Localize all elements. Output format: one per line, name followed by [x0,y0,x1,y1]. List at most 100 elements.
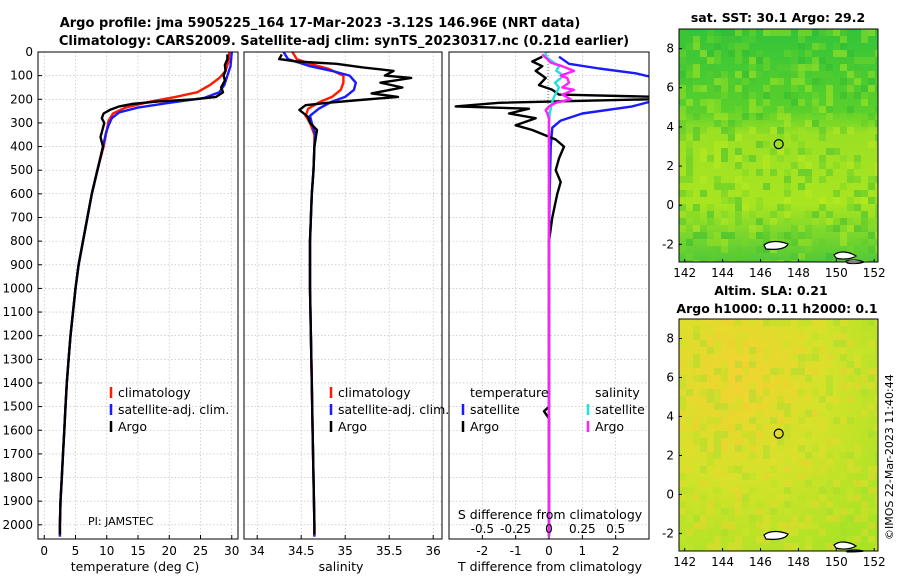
map-pixel [875,106,878,113]
map-pixel [798,232,805,239]
map-pixel [868,92,875,99]
map-pixel [791,529,798,536]
map-x-tick-label: 150 [825,555,848,569]
map-pixel [840,354,847,361]
map-pixel [749,396,756,403]
map-pixel [721,29,728,36]
map-pixel [679,85,686,92]
map-pixel [791,260,798,262]
map-pixel [868,431,875,438]
map-pixel [847,487,854,494]
map-pixel [707,218,714,225]
map-pixel [847,466,854,473]
profile-location-marker [773,139,784,150]
map-pixel [784,396,791,403]
map-pixel [756,204,763,211]
map-pixel [791,162,798,169]
map-pixel [770,403,777,410]
map-pixel [770,169,777,176]
map-pixel [847,452,854,459]
map-y-tick-label: 6 [666,81,674,95]
map-pixel [679,347,686,354]
map-pixel [805,148,812,155]
map-pixel [805,319,812,326]
sla-map-title: Altim. SLA: 0.21 [714,283,827,298]
map-pixel [868,508,875,515]
map-pixel [875,78,878,85]
x-tick-label: 35.5 [376,544,403,558]
map-pixel [798,431,805,438]
map-pixel [756,197,763,204]
map-pixel [756,211,763,218]
map-x-tick-label: 150 [825,266,848,280]
map-pixel [721,232,728,239]
map-pixel [875,536,878,543]
map-pixel [686,543,693,550]
map-pixel [861,487,868,494]
map-pixel [826,480,833,487]
map-pixel [735,501,742,508]
map-pixel [749,389,756,396]
legend-satellite-adj: satellite-adj. clim. [118,402,229,417]
map-pixel [686,127,693,134]
title-line-1: Argo profile: jma 5905225_164 17-Mar-202… [60,16,581,31]
series-line-t-satellite [547,55,649,537]
sla-map: Altim. SLA: 0.21 Argo h1000: 0.11 h2000:… [662,283,886,569]
map-pixel [756,515,763,522]
map-pixel [700,375,707,382]
map-pixel [756,431,763,438]
y-tick-label: 600 [10,187,33,201]
map-pixel [756,459,763,466]
profile-location-marker [773,428,784,439]
map-pixel [805,340,812,347]
map-pixel [714,232,721,239]
map-pixel [749,64,756,71]
map-pixel [798,148,805,155]
map-pixel [735,50,742,57]
map-pixel [679,204,686,211]
map-pixel [714,71,721,78]
map-pixel [721,246,728,253]
map-pixel [693,431,700,438]
map-pixel [693,522,700,529]
map-pixel [714,389,721,396]
map-pixel [868,211,875,218]
map-pixel [707,71,714,78]
x-tick-label: -1 [510,544,522,558]
map-pixel [707,155,714,162]
map-pixel [875,260,878,262]
map-pixel [749,29,756,36]
map-pixel [707,85,714,92]
map-pixel [861,480,868,487]
map-pixel [749,155,756,162]
map-pixel [714,57,721,64]
map-pixel [784,218,791,225]
map-pixel [686,162,693,169]
map-pixel [721,141,728,148]
map-pixel [763,29,770,36]
map-pixel [798,260,805,262]
map-pixel [679,106,686,113]
map-pixel [784,120,791,127]
map-pixel [686,64,693,71]
map-pixel [686,333,693,340]
map-pixel [840,127,847,134]
map-pixel [847,368,854,375]
map-pixel [854,480,861,487]
map-pixel [826,382,833,389]
map-pixel [742,501,749,508]
map-pixel [777,403,784,410]
map-pixel [812,319,819,326]
map-pixel [784,424,791,431]
map-pixel [735,162,742,169]
map-pixel [875,368,878,375]
map-pixel [707,543,714,550]
map-pixel [861,389,868,396]
map-pixel [875,169,878,176]
map-pixel [756,50,763,57]
map-pixel [847,127,854,134]
map-pixel [735,211,742,218]
temperature-tick-labels: 0 5 10 15 20 25 30 [40,544,239,558]
legend-argo: Argo [118,419,147,434]
map-pixel [840,43,847,50]
